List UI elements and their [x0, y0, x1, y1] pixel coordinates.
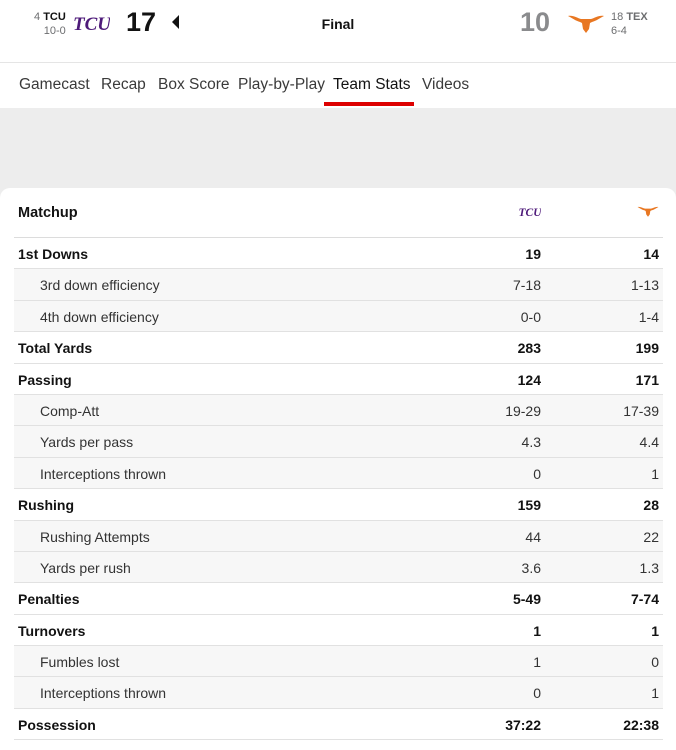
- away-abbr: TCU: [43, 11, 66, 23]
- table-row: Yards per rush 3.6 1.3: [14, 551, 663, 584]
- away-record: 10-0: [43, 25, 66, 37]
- tcu-logo-icon[interactable]: TCU: [74, 10, 110, 36]
- svg-text:TCU: TCU: [74, 14, 110, 35]
- tcu-stat-value: 4.3: [521, 434, 541, 451]
- table-row: 1st Downs 19 14: [14, 238, 663, 270]
- tab-videos[interactable]: Videos: [422, 76, 470, 93]
- tcu-stat-value: 44: [525, 528, 541, 545]
- home-score: 10: [520, 7, 551, 37]
- tcu-stat-value: 124: [517, 371, 541, 388]
- table-row: Rushing 159 28: [14, 489, 663, 521]
- tex-stat-value: 171: [635, 371, 659, 388]
- table-row: Passing 124 171: [14, 364, 663, 395]
- tex-stat-value: 1-13: [630, 277, 659, 294]
- stat-label: 1st Downs: [18, 246, 89, 262]
- tab-recap[interactable]: Recap: [101, 76, 146, 93]
- tex-stat-value: 1-4: [638, 308, 659, 325]
- game-tabs: Gamecast Recap Box Score Play-by-Play Te…: [0, 62, 676, 108]
- svg-text:TCU: TCU: [519, 207, 541, 218]
- tex-stat-value: 4.4: [639, 434, 659, 451]
- tex-stat-value: 0: [651, 654, 659, 671]
- home-abbr: TEX: [626, 11, 648, 23]
- tcu-stat-value: 0: [533, 685, 541, 702]
- table-row: Turnovers 1 1: [14, 615, 663, 647]
- stat-label: Possession: [18, 716, 96, 733]
- table-row: Interceptions thrown 0 1: [14, 677, 663, 709]
- stat-label: 3rd down efficiency: [40, 277, 160, 294]
- home-team-info[interactable]: 18 TEX 6-4: [611, 10, 648, 38]
- tex-stat-value: 22: [643, 528, 659, 545]
- tex-stat-value: 14: [643, 246, 659, 262]
- longhorn-logo-icon[interactable]: [567, 11, 605, 35]
- away-rank: 4: [34, 11, 41, 23]
- tcu-stat-value: 7-18: [512, 277, 541, 294]
- winner-arrow-icon: [172, 15, 179, 29]
- tab-team-stats[interactable]: Team Stats: [333, 76, 411, 93]
- table-row: Yards per pass 4.3 4.4: [14, 426, 663, 458]
- away-score: 17: [126, 7, 157, 37]
- game-status: Final: [321, 16, 355, 32]
- tex-stat-value: 1.3: [639, 559, 659, 576]
- table-row: Interceptions thrown 0 1: [14, 457, 663, 490]
- tex-stat-value: 17-39: [623, 402, 659, 419]
- tex-stat-value: 1: [651, 622, 659, 639]
- stat-label: Interceptions thrown: [40, 465, 167, 482]
- tab-box-score[interactable]: Box Score: [158, 76, 230, 93]
- stat-label: 4th down efficiency: [40, 308, 159, 325]
- tex-stat-value: 22:38: [623, 716, 659, 733]
- active-tab-indicator: [324, 102, 414, 106]
- tcu-stat-value: 5-49: [512, 591, 541, 608]
- stats-table: 1st Downs 19 14 3rd down efficiency 7-18 1-13…: [14, 238, 663, 741]
- tcu-stat-value: 19: [525, 246, 541, 262]
- tcu-logo-icon: TCU: [519, 207, 541, 218]
- tex-stat-value: 1: [651, 465, 659, 482]
- table-row: Fumbles lost 1 0: [14, 646, 663, 678]
- longhorn-logo-icon: [637, 206, 659, 217]
- table-row: Rushing Attempts 44 22: [14, 520, 663, 552]
- tab-gamecast[interactable]: Gamecast: [19, 76, 90, 93]
- table-row: Penalties 5-49 7-74: [14, 583, 663, 615]
- tcu-stat-value: 3.6: [521, 559, 541, 576]
- tcu-stat-value: 37:22: [505, 716, 541, 733]
- stat-label: Yards per pass: [40, 434, 134, 451]
- tcu-stat-value: 19-29: [505, 402, 541, 419]
- table-row: Comp-Att 19-29 17-39: [14, 394, 663, 427]
- table-row: 3rd down efficiency 7-18 1-13: [14, 269, 663, 301]
- scoreboard: 4 TCU 10-0 TCU 17 Final 10 18 TEX 6-4: [0, 0, 676, 62]
- stat-label: Penalties: [18, 591, 80, 608]
- tcu-stat-value: 1: [533, 622, 541, 639]
- tex-stat-value: 1: [651, 685, 659, 702]
- stat-label: Fumbles lost: [40, 654, 120, 671]
- tcu-stat-value: 1: [533, 654, 541, 671]
- table-row: Total Yards 283 199: [14, 332, 663, 364]
- tex-stat-value: 199: [635, 340, 659, 357]
- stat-label: Total Yards: [18, 340, 93, 357]
- tcu-stat-value: 0-0: [520, 308, 541, 325]
- stat-label: Rushing Attempts: [40, 528, 150, 545]
- tcu-stat-value: 283: [517, 340, 541, 357]
- tab-play-by-play[interactable]: Play-by-Play: [238, 76, 325, 93]
- tcu-stat-value: 159: [517, 497, 541, 514]
- stat-label: Turnovers: [18, 622, 86, 639]
- stats-header: Matchup TCU: [14, 188, 663, 238]
- stat-label: Yards per rush: [40, 559, 131, 576]
- table-row: 4th down efficiency 0-0 1-4: [14, 300, 663, 333]
- home-rank: 18: [611, 11, 624, 23]
- team-stats-card: Matchup TCU 1st Downs 19 14 3rd down effici…: [0, 188, 676, 750]
- stat-label: Passing: [18, 371, 72, 388]
- tex-stat-value: 7-74: [630, 591, 659, 608]
- stat-label: Rushing: [18, 497, 74, 514]
- away-team-info[interactable]: 4 TCU 10-0: [34, 10, 66, 38]
- tcu-stat-value: 0: [533, 465, 541, 482]
- home-record: 6-4: [611, 25, 627, 37]
- tex-stat-value: 28: [643, 497, 659, 514]
- stat-label: Interceptions thrown: [40, 685, 167, 702]
- table-row: Possession 37:22 22:38: [14, 709, 663, 741]
- stats-title: Matchup: [18, 205, 78, 221]
- stat-label: Comp-Att: [40, 402, 100, 419]
